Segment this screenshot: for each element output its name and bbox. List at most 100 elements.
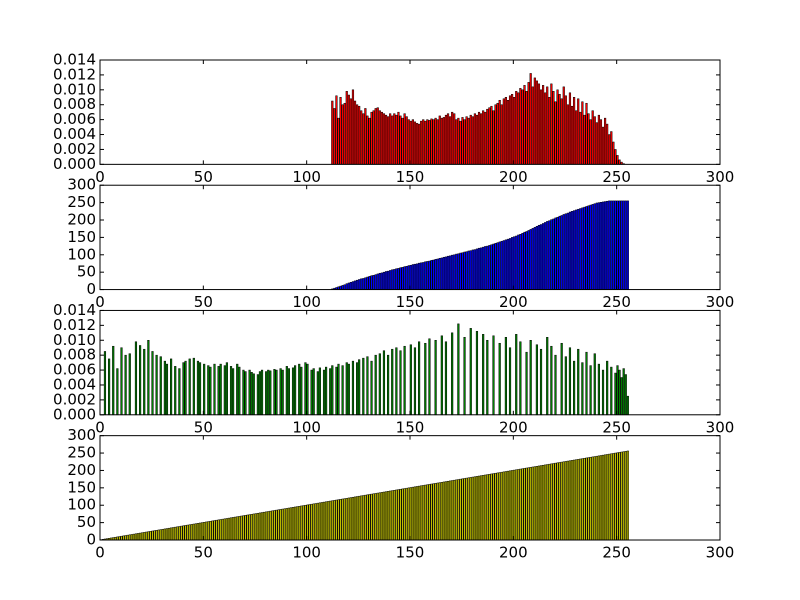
- bar: [248, 369, 251, 416]
- bar: [560, 98, 563, 165]
- bar: [384, 271, 388, 290]
- bar: [341, 104, 344, 165]
- bar: [544, 464, 547, 541]
- bar: [273, 510, 276, 541]
- bar: [236, 516, 239, 541]
- bar: [219, 363, 222, 416]
- bar: [591, 204, 594, 290]
- bar: [440, 482, 443, 541]
- bar: [265, 371, 268, 416]
- bar: [618, 452, 621, 541]
- bar: [577, 98, 580, 165]
- bar: [382, 491, 386, 541]
- bar: [136, 533, 140, 541]
- bar: [610, 131, 613, 165]
- bar: [550, 345, 553, 416]
- bar: [322, 369, 326, 416]
- bar: [234, 516, 237, 541]
- bar: [626, 200, 629, 290]
- bar: [430, 118, 433, 165]
- bar: [294, 365, 297, 416]
- bar: [451, 480, 454, 541]
- bar: [364, 108, 367, 165]
- bar: [428, 120, 431, 165]
- bar: [554, 217, 557, 290]
- bar: [291, 367, 295, 416]
- bar: [147, 531, 150, 541]
- bar: [285, 366, 288, 416]
- bar: [480, 247, 483, 290]
- x-tick-label: 250: [602, 418, 631, 436]
- bar: [304, 504, 307, 541]
- bar: [157, 529, 160, 541]
- bar: [124, 535, 127, 541]
- x-tick-label: 200: [499, 544, 528, 562]
- bar: [457, 479, 460, 541]
- bar: [211, 520, 214, 541]
- bar: [256, 374, 259, 416]
- bar: [589, 365, 592, 416]
- bar: [393, 269, 396, 290]
- subplot: 0.0000.0020.0040.0060.0080.0100.0120.014…: [53, 51, 734, 186]
- bar: [331, 100, 334, 165]
- bar: [517, 92, 520, 165]
- bar: [362, 113, 365, 165]
- bar: [329, 368, 332, 416]
- bar: [548, 220, 551, 290]
- bar: [341, 498, 344, 541]
- bar: [345, 283, 348, 290]
- bar: [560, 215, 563, 290]
- bar: [260, 369, 264, 416]
- bar: [436, 119, 439, 165]
- bar: [376, 107, 379, 165]
- bar: [420, 262, 423, 290]
- bar: [380, 111, 383, 165]
- bar: [225, 518, 228, 541]
- bar: [544, 222, 547, 290]
- bar: [508, 238, 512, 290]
- bar: [418, 341, 421, 416]
- y-tick-label: 50: [77, 263, 96, 281]
- bar: [325, 366, 328, 416]
- bar: [196, 523, 200, 541]
- bar: [432, 483, 435, 541]
- bar: [320, 502, 324, 541]
- y-tick-label: 0.012: [53, 65, 96, 83]
- bar: [461, 478, 464, 541]
- bar: [581, 101, 584, 165]
- bar: [535, 80, 538, 165]
- x-tick-label: 300: [706, 418, 735, 436]
- bar: [533, 227, 536, 290]
- bar: [610, 453, 613, 541]
- bar: [351, 360, 355, 416]
- bar: [283, 508, 286, 541]
- bar: [331, 500, 334, 541]
- bar: [165, 363, 169, 416]
- bar: [347, 497, 350, 541]
- bar: [387, 116, 390, 165]
- bar: [554, 354, 557, 416]
- bar: [151, 351, 154, 416]
- bar: [395, 114, 398, 165]
- bar: [112, 345, 115, 416]
- bar: [515, 235, 518, 290]
- bar: [482, 475, 485, 541]
- bar: [579, 458, 582, 541]
- bar: [165, 528, 169, 541]
- bar: [366, 276, 369, 290]
- bar: [566, 104, 569, 165]
- bar: [327, 501, 330, 541]
- bar: [316, 371, 319, 416]
- bar: [577, 348, 580, 416]
- y-tick-label: 0.008: [53, 346, 96, 364]
- bar: [393, 490, 396, 541]
- bar: [310, 369, 313, 416]
- bar: [432, 259, 435, 290]
- bar: [345, 498, 348, 541]
- bar: [548, 97, 551, 165]
- bar: [482, 246, 485, 290]
- bar: [374, 274, 377, 290]
- bar: [172, 527, 175, 541]
